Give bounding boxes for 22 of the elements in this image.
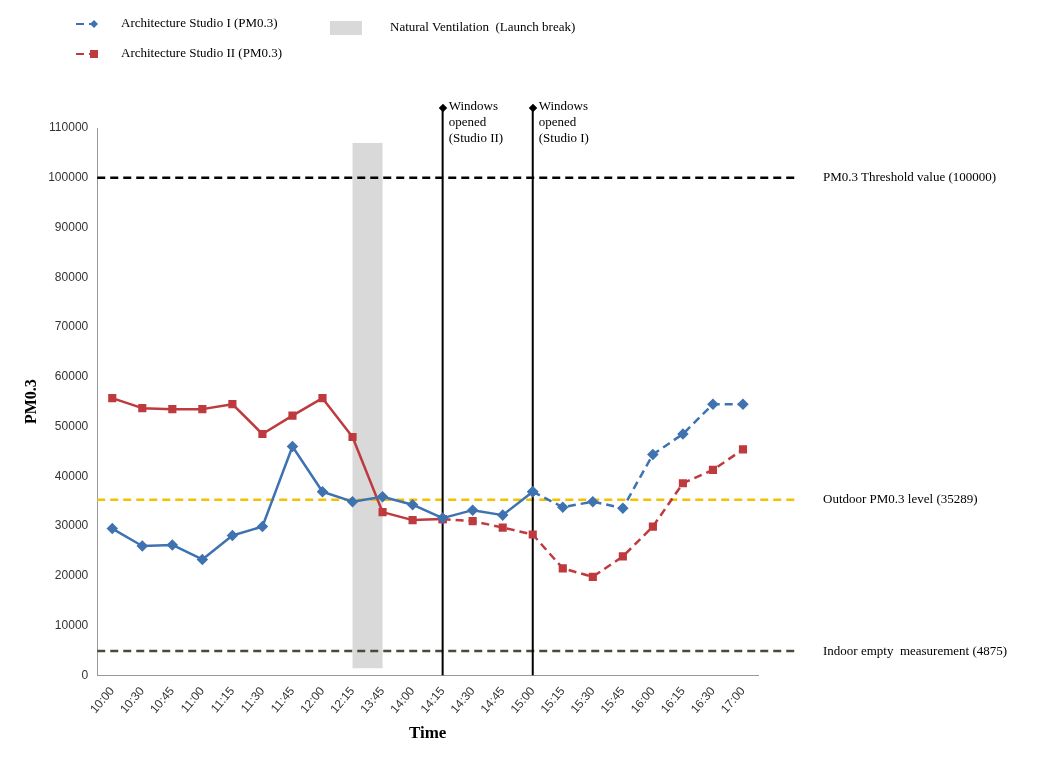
ref-line-label: Windows opened (Studio II) bbox=[448, 97, 504, 145]
y-tick-label: 10000 bbox=[54, 617, 89, 632]
y-tick-label: 90000 bbox=[54, 219, 89, 234]
legend-label: Architecture Studio II (PM0.3) bbox=[121, 45, 283, 61]
legend-label: Architecture Studio I (PM0.3) bbox=[121, 15, 278, 31]
y-tick-label: 100000 bbox=[48, 170, 89, 185]
y-tick-label: 0 bbox=[81, 667, 89, 682]
y-tick-label: 60000 bbox=[54, 369, 89, 384]
y-tick-label: 110000 bbox=[49, 120, 89, 135]
y-tick-label: 30000 bbox=[54, 518, 89, 533]
y-axis-title: PM0.3 bbox=[21, 379, 39, 425]
y-tick-label: 40000 bbox=[54, 468, 89, 483]
y-tick-label: 50000 bbox=[54, 418, 89, 433]
legend-label: Natural Ventilation (Launch break) bbox=[390, 19, 576, 35]
ref-line-label: PM0.3 Threshold value (100000) bbox=[823, 169, 997, 185]
ref-line-label: Windows opened (Studio I) bbox=[538, 97, 589, 145]
ref-line-label: Indoor empty measurement (4875) bbox=[823, 642, 1008, 658]
x-axis-title: Time bbox=[408, 723, 447, 743]
y-tick-label: 70000 bbox=[54, 319, 89, 334]
y-tick-label: 80000 bbox=[54, 269, 89, 284]
y-tick-label: 20000 bbox=[54, 568, 89, 583]
ref-line-label: Outdoor PM0.3 level (35289) bbox=[823, 491, 978, 507]
